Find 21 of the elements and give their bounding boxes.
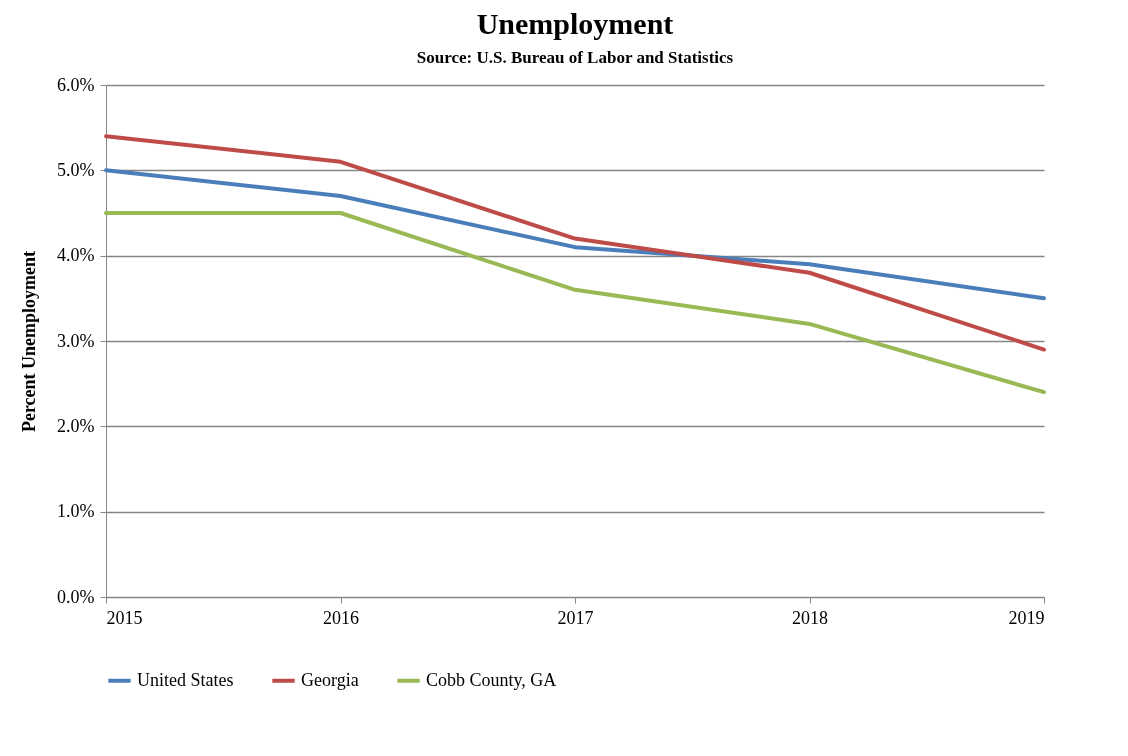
x-tick-label: 2015 (106, 607, 143, 628)
y-tick-label: 1.0% (57, 501, 95, 522)
chart-subtitle: Source: U.S. Bureau of Labor and Statistics (416, 48, 734, 67)
y-tick-label: 4.0% (57, 245, 95, 266)
chart-title: Unemployment (476, 7, 674, 40)
line-series (104, 211, 1046, 395)
y-tick-label: 6.0% (57, 74, 95, 95)
x-tick-label: 2019 (1008, 607, 1045, 628)
line-series (104, 134, 1046, 352)
y-tick-label: 3.0% (57, 330, 95, 351)
legend-label: United States (137, 669, 234, 690)
y-axis-title: Percent Unemployment (19, 250, 40, 433)
x-tick-label: 2016 (323, 607, 359, 628)
y-tick-label: 0.0% (57, 586, 95, 607)
legend-label: Georgia (301, 669, 359, 690)
y-tick-label: 5.0% (57, 159, 95, 180)
x-tick-label: 2017 (557, 607, 594, 628)
legend-label: Cobb County, GA (426, 669, 557, 690)
line-series (104, 168, 1046, 301)
x-tick-label: 2018 (792, 607, 828, 628)
y-tick-label: 2.0% (57, 415, 95, 436)
